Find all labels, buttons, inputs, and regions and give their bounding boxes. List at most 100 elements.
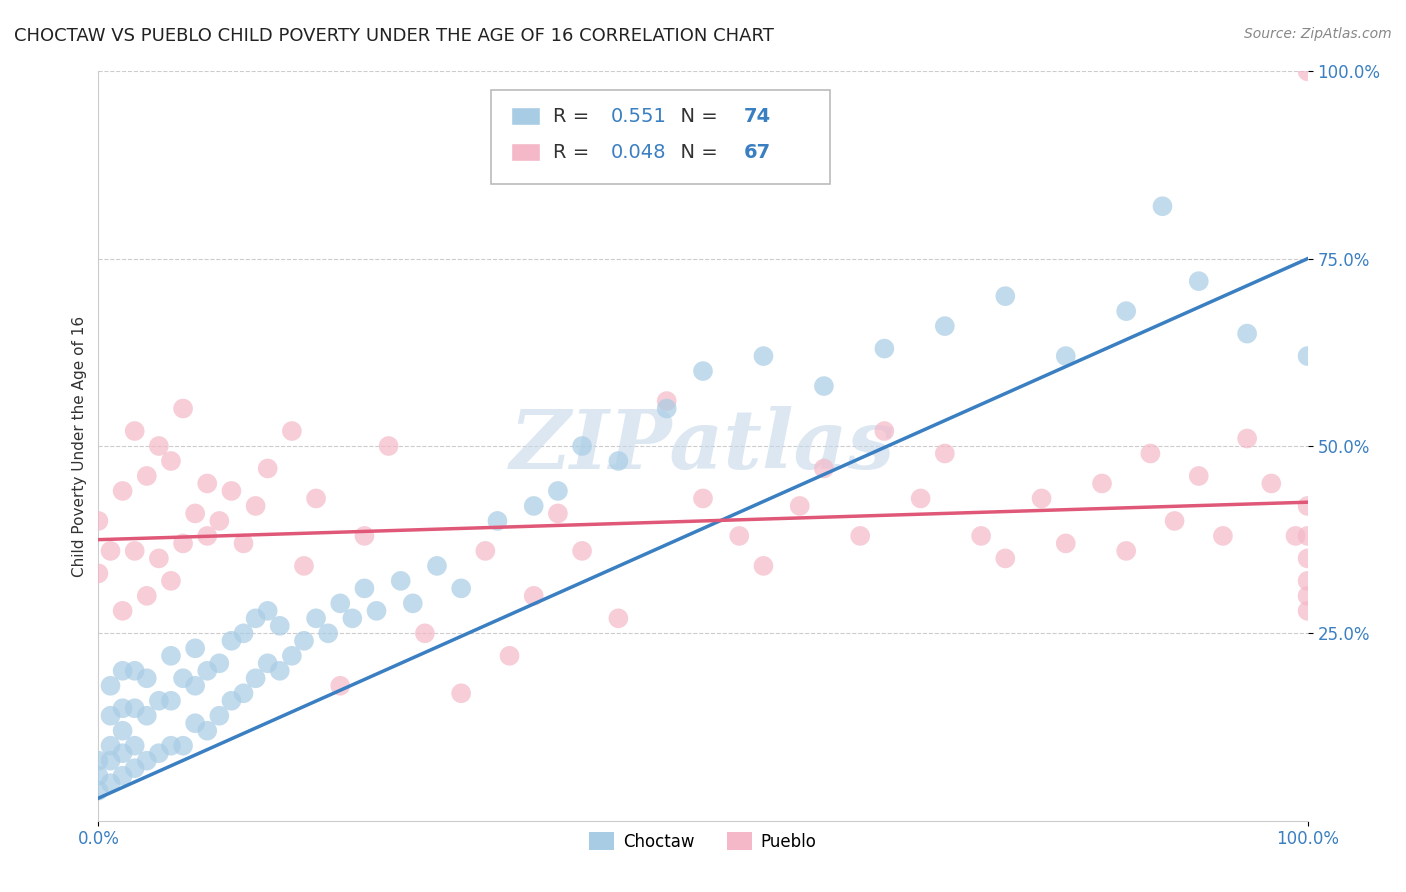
Point	[813, 461, 835, 475]
Point	[1152, 199, 1174, 213]
Point	[873, 424, 896, 438]
Point	[994, 289, 1017, 303]
Text: 0.048: 0.048	[612, 143, 666, 161]
Point	[245, 499, 267, 513]
Point	[934, 446, 956, 460]
Point	[160, 694, 183, 708]
Point	[245, 671, 267, 685]
Point	[232, 686, 254, 700]
Point	[135, 708, 157, 723]
Point	[849, 529, 872, 543]
Text: Source: ZipAtlas.com: Source: ZipAtlas.com	[1244, 27, 1392, 41]
Point	[486, 514, 509, 528]
Point	[148, 551, 170, 566]
Point	[1031, 491, 1053, 506]
Text: 67: 67	[744, 143, 772, 161]
Text: 74: 74	[744, 107, 772, 126]
Point	[934, 319, 956, 334]
Point	[1163, 514, 1185, 528]
Point	[124, 701, 146, 715]
Point	[111, 664, 134, 678]
Point	[195, 529, 218, 543]
Point	[124, 664, 146, 678]
Point	[124, 761, 146, 775]
Point	[353, 582, 375, 596]
Point	[256, 657, 278, 671]
Point	[571, 439, 593, 453]
Point	[100, 679, 122, 693]
Text: CHOCTAW VS PUEBLO CHILD POVERTY UNDER THE AGE OF 16 CORRELATION CHART: CHOCTAW VS PUEBLO CHILD POVERTY UNDER TH…	[14, 27, 773, 45]
Point	[292, 633, 315, 648]
Point	[87, 783, 110, 797]
Point	[100, 776, 122, 790]
Point	[195, 664, 218, 678]
Point	[655, 394, 678, 409]
Point	[256, 461, 278, 475]
Point	[1284, 529, 1306, 543]
Point	[221, 694, 243, 708]
Point	[1188, 274, 1211, 288]
Point	[184, 641, 207, 656]
Point	[148, 439, 170, 453]
Point	[135, 671, 157, 685]
Point	[232, 626, 254, 640]
Point	[172, 739, 194, 753]
Point	[135, 589, 157, 603]
Point	[752, 558, 775, 573]
Point	[607, 454, 630, 468]
Point	[172, 671, 194, 685]
Point	[366, 604, 388, 618]
Text: N =: N =	[668, 107, 724, 126]
Point	[1296, 349, 1319, 363]
Point	[208, 514, 231, 528]
Point	[1296, 551, 1319, 566]
Point	[1115, 544, 1137, 558]
Point	[329, 679, 352, 693]
Point	[692, 491, 714, 506]
Legend: Choctaw, Pueblo: Choctaw, Pueblo	[582, 826, 824, 857]
Point	[813, 379, 835, 393]
Point	[87, 514, 110, 528]
Point	[172, 536, 194, 550]
Point	[426, 558, 449, 573]
Point	[160, 739, 183, 753]
Point	[184, 507, 207, 521]
Point	[316, 626, 339, 640]
Point	[148, 694, 170, 708]
Point	[232, 536, 254, 550]
Point	[450, 686, 472, 700]
Point	[970, 529, 993, 543]
Point	[1296, 499, 1319, 513]
Point	[195, 723, 218, 738]
Point	[353, 529, 375, 543]
Point	[111, 769, 134, 783]
Point	[160, 648, 183, 663]
Point	[100, 544, 122, 558]
Point	[752, 349, 775, 363]
Text: R =: R =	[553, 143, 596, 161]
Point	[547, 507, 569, 521]
Point	[547, 483, 569, 498]
Point	[184, 716, 207, 731]
Point	[135, 754, 157, 768]
Point	[292, 558, 315, 573]
Point	[87, 769, 110, 783]
Point	[1296, 589, 1319, 603]
Point	[655, 401, 678, 416]
Point	[208, 708, 231, 723]
Point	[692, 364, 714, 378]
Point	[148, 746, 170, 760]
FancyBboxPatch shape	[510, 107, 540, 125]
Point	[160, 454, 183, 468]
Point	[789, 499, 811, 513]
Point	[1260, 476, 1282, 491]
Point	[281, 648, 304, 663]
Point	[1115, 304, 1137, 318]
Point	[1236, 326, 1258, 341]
Point	[305, 611, 328, 625]
Point	[1054, 536, 1077, 550]
Point	[402, 596, 425, 610]
FancyBboxPatch shape	[492, 90, 830, 184]
Text: 0.551: 0.551	[612, 107, 666, 126]
Point	[474, 544, 496, 558]
